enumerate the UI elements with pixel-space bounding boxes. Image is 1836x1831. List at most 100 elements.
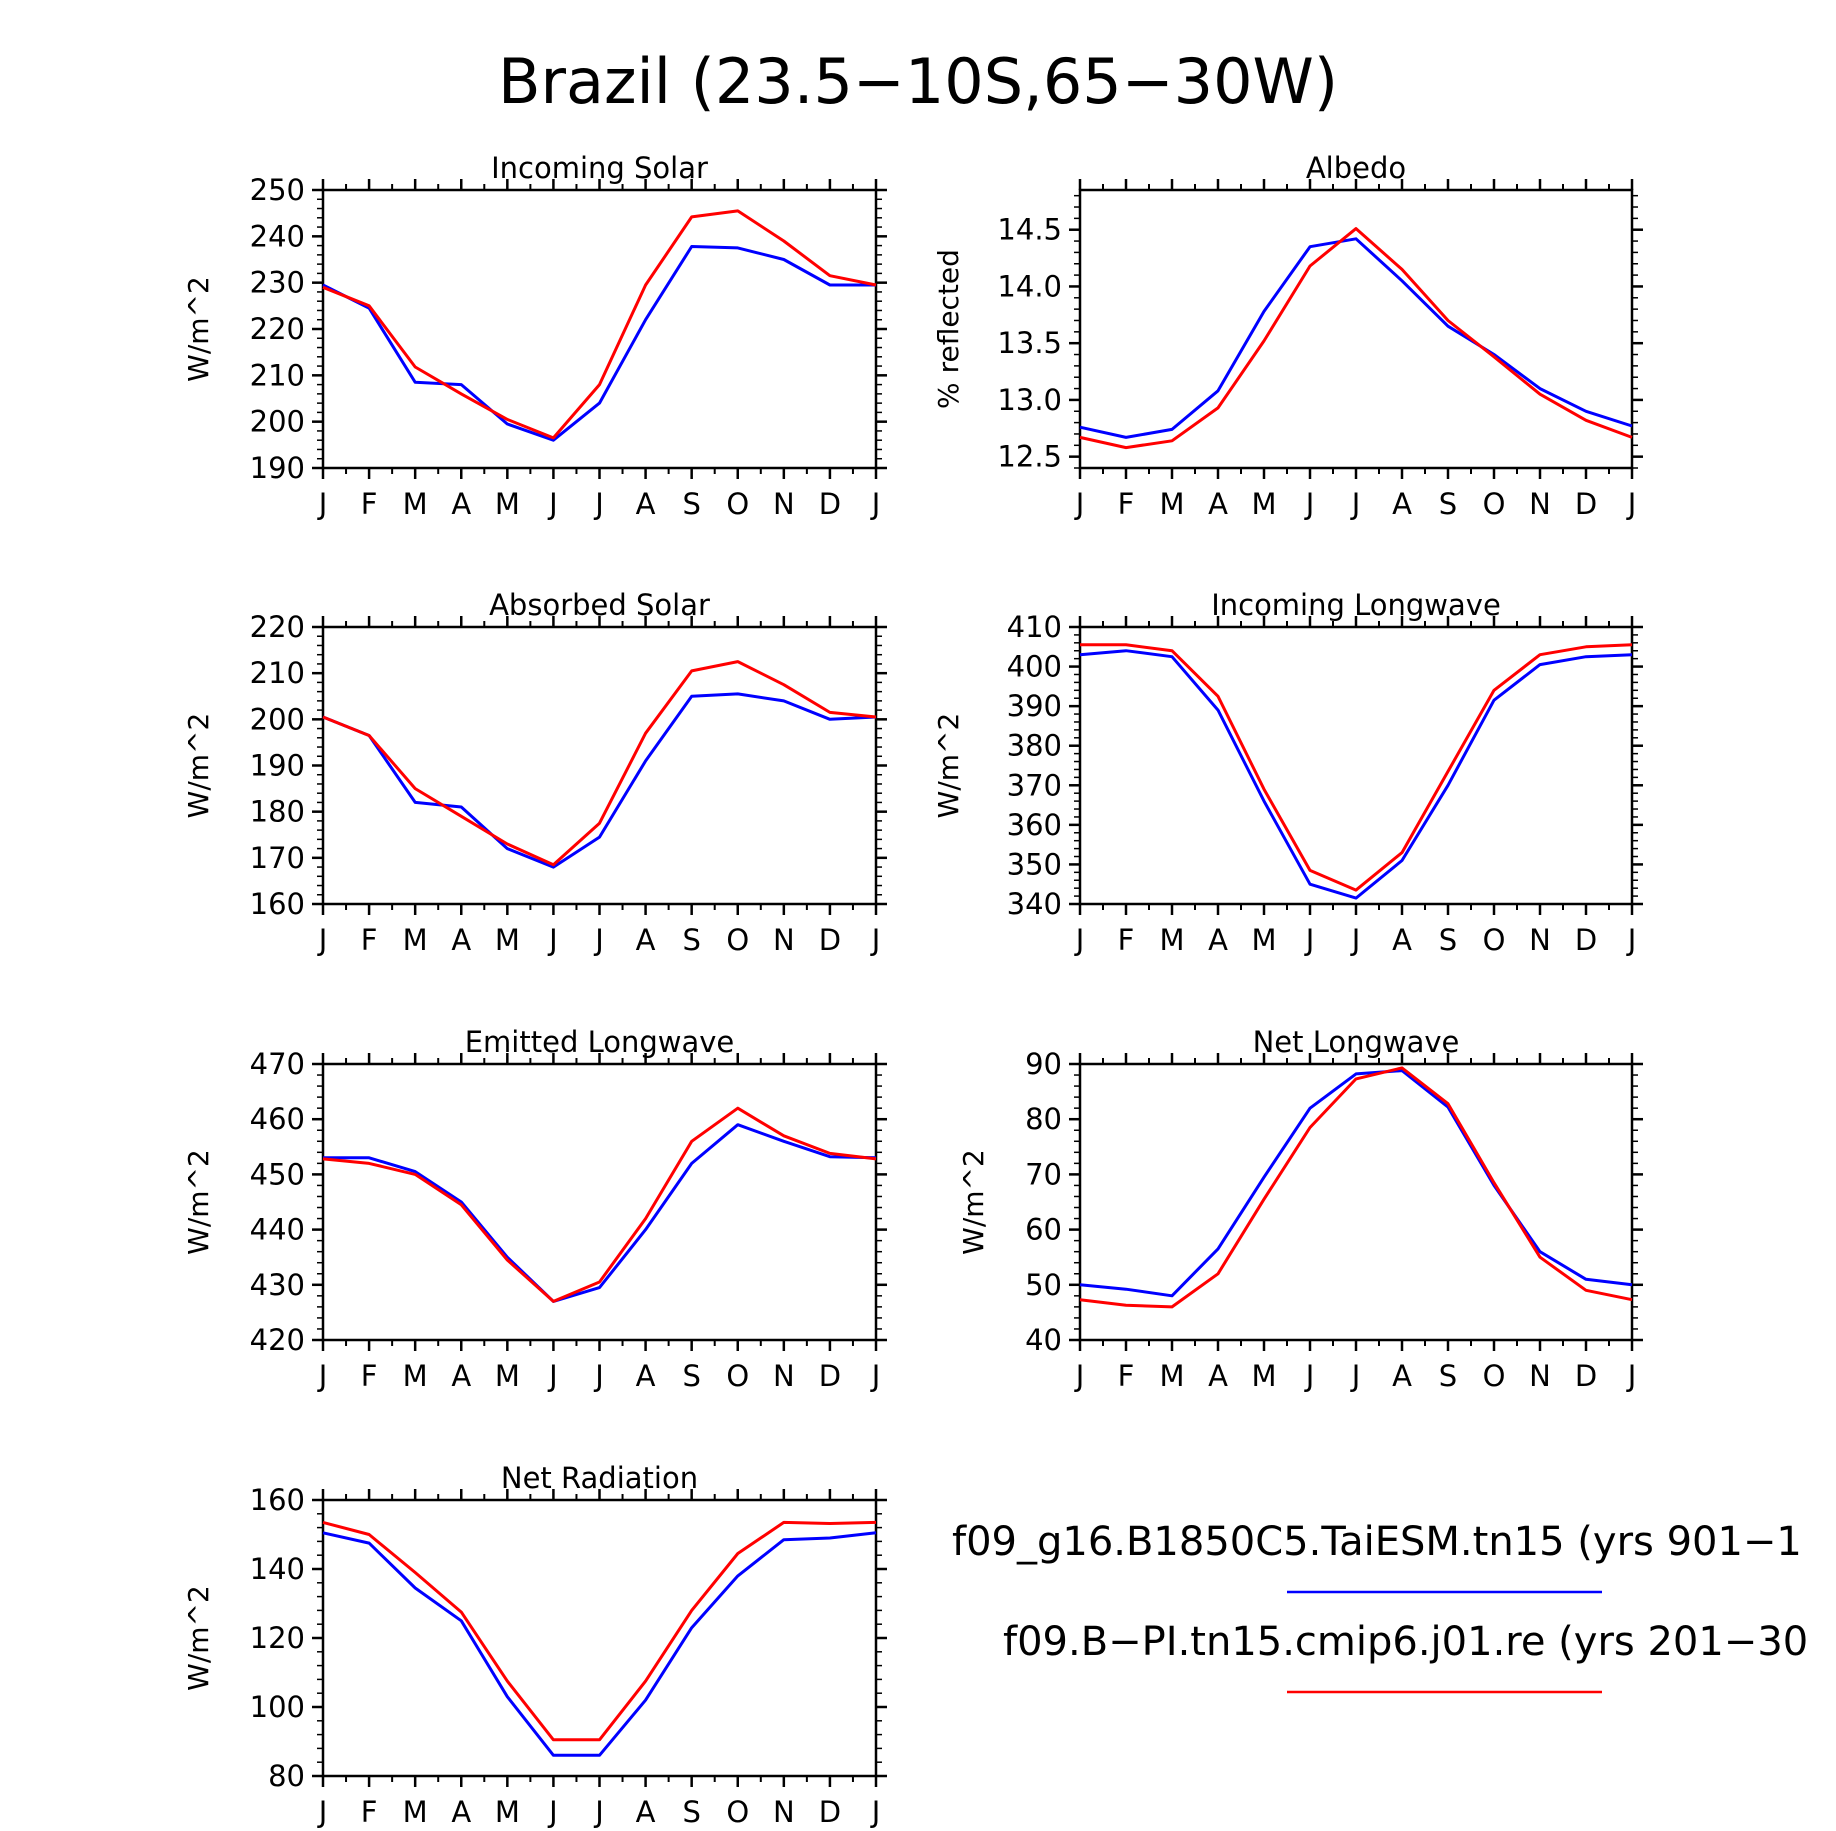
y-axis: 420 430 440 450 460 470	[250, 1047, 887, 1357]
plot-frame	[321, 188, 878, 470]
y-tick-label: 12.5	[997, 440, 1062, 474]
x-tick-label: S	[682, 1795, 700, 1829]
x-tick-label: J	[547, 923, 558, 957]
x-tick-label: J	[547, 1795, 558, 1829]
x-tick-label: F	[361, 923, 378, 957]
y-tick-label: 200	[250, 702, 305, 736]
x-tick-label: J	[1074, 1359, 1085, 1393]
x-tick-label: A	[451, 487, 471, 521]
x-tick-label: J	[870, 1359, 881, 1393]
y-tick-label: 220	[250, 610, 305, 644]
x-tick-label: M	[495, 1359, 520, 1393]
y-tick-label: 14.5	[997, 213, 1062, 247]
x-tick-label: O	[1483, 487, 1506, 521]
y-tick-label: 470	[250, 1047, 305, 1081]
main-title: Brazil (23.5−10S,65−30W)	[498, 45, 1338, 118]
x-tick-label: S	[682, 923, 700, 957]
x-tick-label: F	[361, 1795, 378, 1829]
x-tick-label: N	[773, 1795, 795, 1829]
x-tick-label: M	[1251, 923, 1276, 957]
x-tick-label: N	[773, 1359, 795, 1393]
y-tick-label: 120	[250, 1621, 305, 1655]
x-tick-label: M	[1251, 1359, 1276, 1393]
x-tick-label: J	[317, 487, 328, 521]
y-tick-label: 80	[1025, 1102, 1062, 1136]
x-tick-label: A	[636, 487, 656, 521]
x-tick-label: F	[361, 487, 378, 521]
x-tick-label: D	[1575, 487, 1597, 521]
y-tick-label: 160	[250, 1483, 305, 1517]
x-tick-label: J	[593, 1795, 604, 1829]
x-tick-label: M	[403, 1359, 428, 1393]
y-tick-label: 360	[1007, 808, 1062, 842]
x-tick-label: S	[1439, 923, 1457, 957]
x-tick-label: A	[636, 923, 656, 957]
x-tick-label: J	[1350, 923, 1361, 957]
y-tick-label: 430	[250, 1268, 305, 1302]
x-tick-label: A	[636, 1359, 656, 1393]
x-tick-label: A	[1392, 487, 1412, 521]
x-tick-label: O	[726, 1359, 749, 1393]
series-line-2	[1079, 1066, 1633, 1309]
x-tick-label: M	[403, 923, 428, 957]
x-tick-label: D	[819, 923, 841, 957]
x-tick-label: O	[726, 923, 749, 957]
x-tick-label: D	[1575, 1359, 1597, 1393]
y-axis: 40 50 60 70 80 90	[1025, 1047, 1643, 1357]
y-axis-label: W/m^2	[182, 276, 215, 382]
y-tick-label: 190	[250, 451, 305, 485]
x-tick-label: A	[1208, 1359, 1228, 1393]
series-line-1	[1079, 649, 1633, 900]
y-tick-label: 210	[250, 656, 305, 690]
x-tick-label: N	[773, 487, 795, 521]
series-line-2	[1080, 643, 1633, 892]
x-tick-label: J	[1626, 1359, 1637, 1393]
y-tick-label: 90	[1025, 1047, 1062, 1081]
y-tick-label: 380	[1007, 729, 1062, 763]
y-tick-label: 340	[1007, 887, 1062, 921]
x-tick-label: A	[451, 923, 471, 957]
legend-label-1: f09_g16.B1850C5.TaiESM.tn15 (yrs 901−1	[952, 1519, 1802, 1565]
x-tick-label: J	[870, 923, 881, 957]
x-tick-label: O	[726, 1795, 749, 1829]
x-tick-label: O	[1483, 923, 1506, 957]
x-tick-label: J	[1626, 923, 1637, 957]
y-tick-label: 80	[268, 1759, 305, 1793]
y-tick-label: 460	[250, 1102, 305, 1136]
y-tick-label: 250	[250, 173, 305, 207]
y-tick-label: 420	[250, 1323, 305, 1357]
x-tick-label: S	[682, 487, 700, 521]
x-tick-label: A	[451, 1795, 471, 1829]
y-tick-label: 450	[250, 1157, 305, 1191]
x-tick-label: A	[1208, 487, 1228, 521]
plot-frame	[321, 625, 878, 906]
x-tick-label: J	[1350, 487, 1361, 521]
plot-frame	[1078, 625, 1634, 906]
x-tick-label: J	[1304, 1359, 1315, 1393]
x-tick-label: A	[636, 1795, 656, 1829]
y-tick-label: 210	[250, 358, 305, 392]
y-tick-label: 160	[250, 887, 305, 921]
y-tick-label: 100	[250, 1690, 305, 1724]
x-tick-label: M	[403, 1795, 428, 1829]
x-tick-label: N	[1529, 487, 1551, 521]
x-tick-label: N	[1529, 1359, 1551, 1393]
y-axis-label: W/m^2	[932, 713, 965, 819]
y-tick-label: 40	[1025, 1323, 1062, 1357]
x-tick-label: J	[870, 487, 881, 521]
x-tick-label: J	[547, 1359, 558, 1393]
legend-label-2: f09.B−PI.tn15.cmip6.j01.re (yrs 201−30	[1003, 1619, 1808, 1665]
y-axis-label: W/m^2	[182, 1149, 215, 1255]
series-line-1	[322, 245, 876, 442]
y-axis-label: % reflected	[932, 249, 965, 409]
y-axis: 80 100 120 140 160	[250, 1483, 887, 1793]
y-axis: 190 200 210 220 230 240 250	[250, 173, 887, 485]
plot-frame	[1078, 1062, 1634, 1342]
y-tick-label: 200	[250, 405, 305, 439]
